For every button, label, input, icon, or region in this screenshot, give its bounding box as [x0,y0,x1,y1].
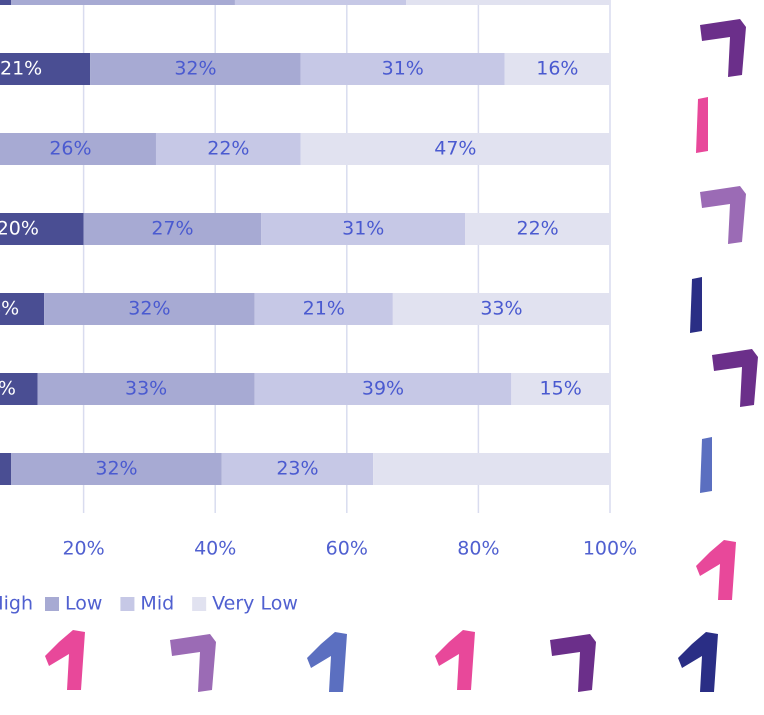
bar-segment [0,453,11,485]
icon [45,630,85,690]
bar-segment [11,0,235,5]
bar-segment [0,0,11,5]
data-label: 26% [49,138,91,160]
data-label: 21% [303,298,345,320]
data-label: 13% [0,378,16,400]
x-tick-label: 80% [457,538,499,560]
decorations [45,19,758,692]
chart: 0%20%40%60%80%100%9%34%26%31%21%32%31%16… [0,0,764,715]
icon [700,437,712,493]
legend-label: High [0,593,33,615]
data-label: 31% [342,218,384,240]
icon [550,634,596,692]
x-tick-label: 20% [62,538,104,560]
data-label: 33% [125,378,167,400]
icon [700,19,746,77]
icon [307,632,347,692]
icon [696,97,708,153]
plot-area: 0%20%40%60%80%100%9%34%26%31%21%32%31%16… [0,0,637,560]
icon [690,277,702,333]
data-label: 47% [434,138,476,160]
legend-label: Mid [140,593,174,615]
data-label: 22% [207,138,249,160]
icon [678,632,718,692]
legend-swatch [120,597,134,611]
icon [696,540,736,600]
data-label: 15% [540,378,582,400]
x-tick-label: 60% [326,538,368,560]
page: 0%20%40%60%80%100%9%34%26%31%21%32%31%16… [0,0,764,715]
icon [170,634,216,692]
x-tick-label: 100% [583,538,637,560]
data-label: 21% [0,58,42,80]
data-label: 16% [536,58,578,80]
data-label: 32% [95,458,137,480]
icon [700,186,746,244]
data-label: 32% [174,58,216,80]
bar-segment [406,0,610,5]
data-label: 20% [0,218,39,240]
bar-segment [373,453,610,485]
legend-label: Low [65,593,102,615]
data-label: 27% [151,218,193,240]
data-label: 14% [0,298,19,320]
data-label: 23% [276,458,318,480]
icon [435,630,475,690]
legend: Low Mid Very Low High [0,593,298,615]
data-label: 22% [517,218,559,240]
data-label: 39% [362,378,404,400]
legend-swatch [192,597,206,611]
legend-swatch [45,597,59,611]
x-tick-label: 40% [194,538,236,560]
bar-segment [235,0,406,5]
icon [712,349,758,407]
data-label: 31% [382,58,424,80]
legend-label: Very Low [212,593,298,615]
data-label: 33% [480,298,522,320]
data-label: 32% [128,298,170,320]
